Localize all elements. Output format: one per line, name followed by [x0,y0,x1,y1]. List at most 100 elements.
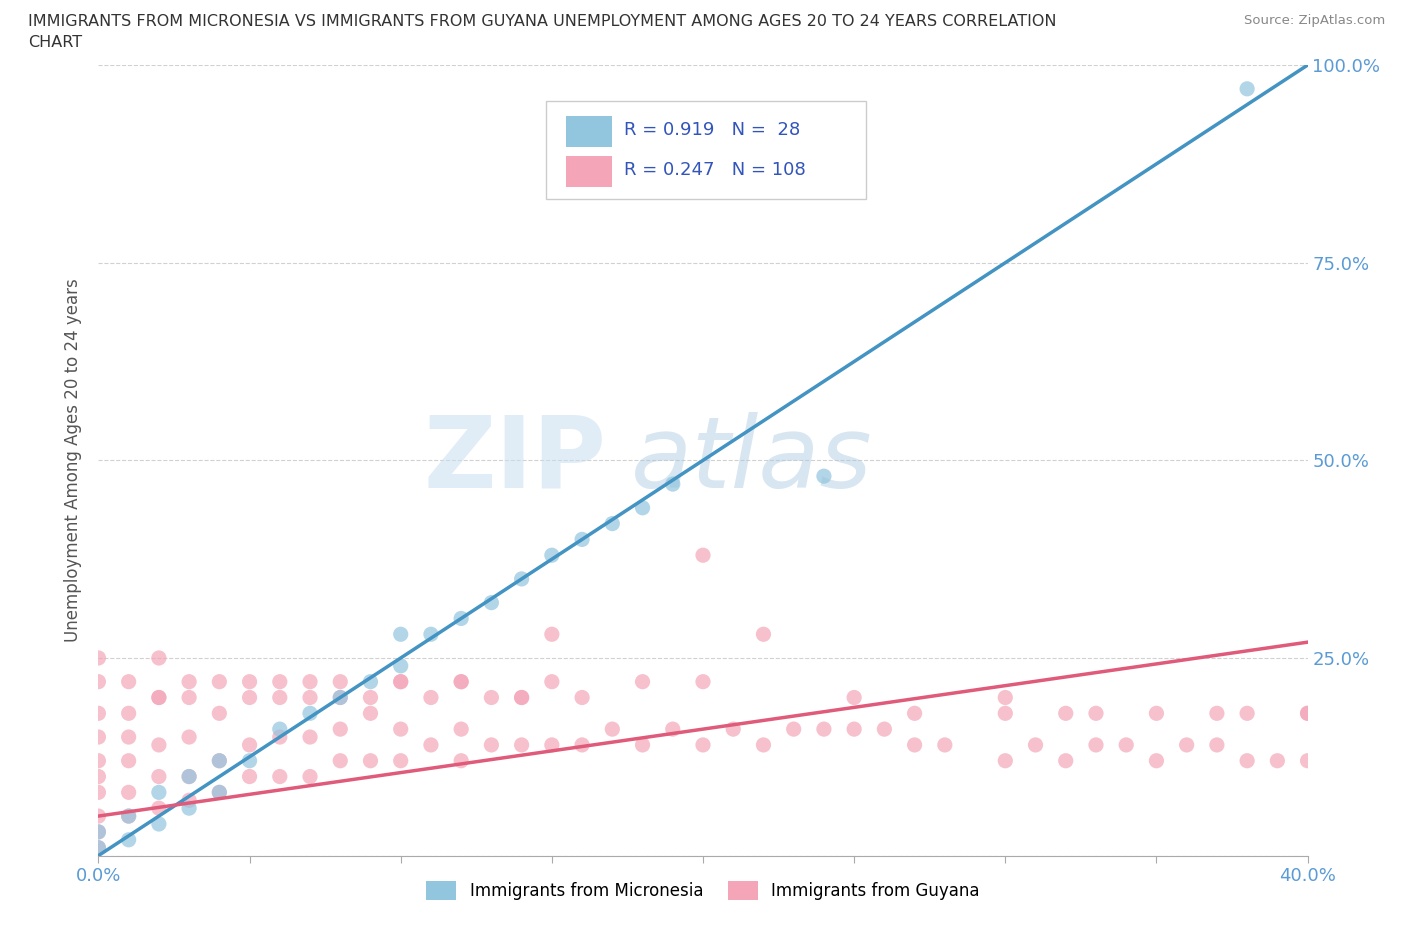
Point [118,832,141,847]
Point [87,841,110,856]
Point [752,737,775,752]
Point [148,801,170,816]
Point [239,753,262,768]
Point [239,769,262,784]
Point [420,690,443,705]
Point [87,769,110,784]
Point [329,690,352,705]
Point [450,674,472,689]
Point [148,769,170,784]
Point [813,469,835,484]
Point [844,690,866,705]
Point [87,841,110,856]
Point [873,722,896,737]
Point [450,753,472,768]
Point [87,651,110,666]
Point [269,769,291,784]
Point [1024,737,1046,752]
Point [299,706,322,721]
Point [118,809,141,824]
Point [602,516,624,531]
Point [752,627,775,642]
Point [1054,706,1077,721]
Point [1236,706,1258,721]
Point [208,785,231,800]
Point [389,627,412,642]
Point [1175,737,1198,752]
Point [360,706,382,721]
Point [239,674,262,689]
Y-axis label: Unemployment Among Ages 20 to 24 years: Unemployment Among Ages 20 to 24 years [65,278,83,643]
Point [1296,706,1319,721]
Point [420,627,443,642]
Text: Source: ZipAtlas.com: Source: ZipAtlas.com [1244,14,1385,27]
Point [1085,737,1108,752]
Point [1054,753,1077,768]
Point [571,690,593,705]
Point [783,722,806,737]
Point [299,729,322,744]
Point [269,674,291,689]
Point [208,706,231,721]
Point [299,769,322,784]
Text: atlas: atlas [630,412,872,509]
Point [148,651,170,666]
Point [269,729,291,744]
Point [602,722,624,737]
Point [329,722,352,737]
Text: IMMIGRANTS FROM MICRONESIA VS IMMIGRANTS FROM GUYANA UNEMPLOYMENT AMONG AGES 20 : IMMIGRANTS FROM MICRONESIA VS IMMIGRANTS… [28,14,1057,29]
Point [87,706,110,721]
Point [661,476,683,491]
Text: CHART: CHART [28,35,82,50]
Point [1236,82,1258,97]
Point [360,690,382,705]
Point [208,753,231,768]
Point [631,500,654,515]
Point [179,674,201,689]
Point [1236,753,1258,768]
Point [450,611,472,626]
Point [934,737,956,752]
Point [269,690,291,705]
Point [994,753,1017,768]
Point [148,690,170,705]
Text: R = 0.919   N =  28: R = 0.919 N = 28 [624,121,800,140]
Text: R = 0.247   N = 108: R = 0.247 N = 108 [624,161,806,179]
Point [389,674,412,689]
Point [904,737,927,752]
Point [540,737,562,752]
Point [87,809,110,824]
Legend: Immigrants from Micronesia, Immigrants from Guyana: Immigrants from Micronesia, Immigrants f… [419,874,987,907]
Bar [567,156,613,188]
Point [1267,753,1289,768]
Bar [567,116,613,148]
Point [87,825,110,840]
Point [87,729,110,744]
Point [540,548,562,563]
Point [1144,706,1167,721]
Point [692,548,714,563]
Point [481,737,503,752]
Point [118,706,141,721]
Point [360,753,382,768]
Point [118,753,141,768]
Point [148,817,170,831]
Point [813,722,835,737]
Point [118,809,141,824]
Point [571,532,593,547]
Point [510,737,533,752]
Point [540,627,562,642]
Point [179,769,201,784]
Point [299,674,322,689]
Point [450,674,472,689]
Point [239,737,262,752]
Point [1115,737,1137,752]
Point [360,674,382,689]
Point [723,722,745,737]
Point [1144,753,1167,768]
Point [329,753,352,768]
Point [179,769,201,784]
Point [631,737,654,752]
Point [661,722,683,737]
Point [148,785,170,800]
